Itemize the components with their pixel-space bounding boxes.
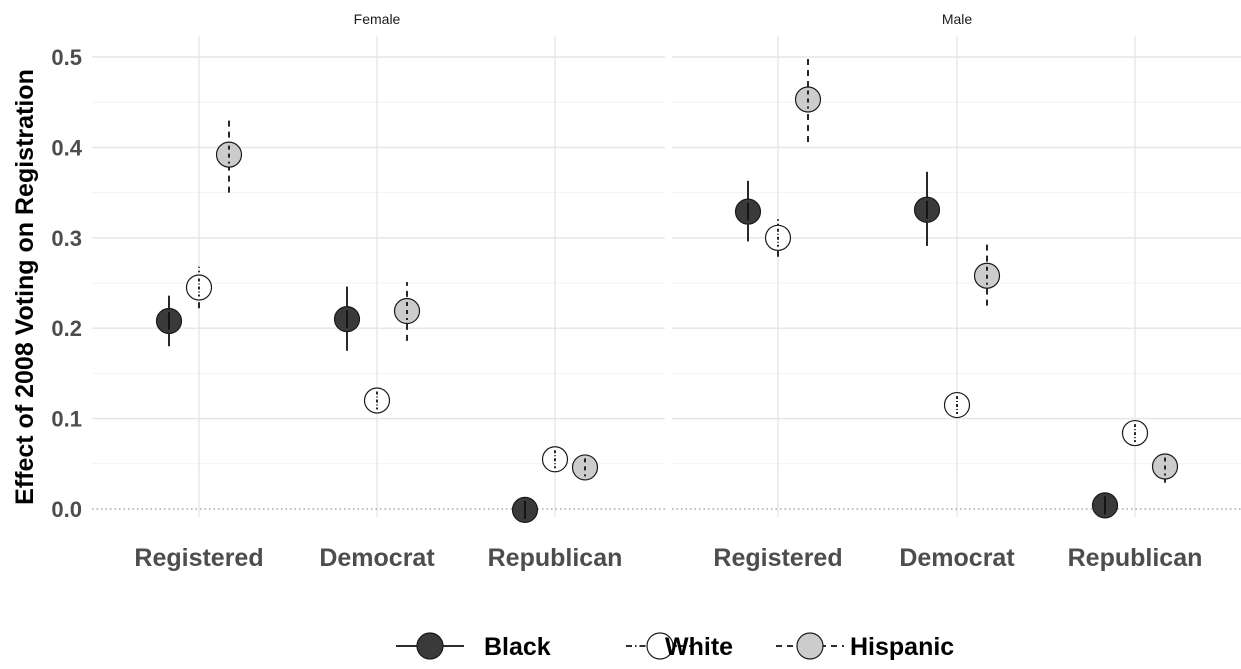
legend: Black White Hispanic: [396, 632, 954, 661]
grid-lines: [92, 36, 1241, 517]
y-axis-title: Effect of 2008 Voting on Registration: [11, 69, 39, 505]
y-tick-label: 0.4: [51, 135, 82, 160]
y-tick-labels: 0.0 0.1 0.2 0.3 0.4 0.5: [51, 45, 82, 522]
facet-strip-labels: Female Male: [354, 11, 973, 27]
legend-key-point: [796, 632, 824, 660]
x-tick-label: Registered: [713, 544, 842, 572]
x-tick-label: Registered: [134, 544, 263, 572]
y-tick-label: 0.0: [51, 497, 82, 522]
y-tick-label: 0.2: [51, 316, 82, 341]
legend-label: Hispanic: [850, 633, 954, 661]
x-tick-label: Democrat: [319, 544, 435, 572]
error-bars: [168, 56, 1166, 517]
y-tick-label: 0.3: [51, 226, 82, 251]
x-tick-label: Democrat: [899, 544, 1015, 572]
legend-key: [396, 632, 464, 660]
y-tick-label: 0.1: [51, 407, 82, 432]
x-tick-label: Republican: [1068, 544, 1203, 572]
legend-key: [776, 632, 844, 660]
x-tick-labels: Registered Democrat Republican Registered De…: [134, 544, 1202, 572]
facet-label: Male: [942, 11, 973, 27]
legend-key-point: [646, 632, 674, 660]
facet-label: Female: [354, 11, 401, 27]
data-points: [155, 86, 1179, 524]
legend-key-point: [416, 632, 444, 660]
legend-key: [626, 632, 694, 660]
y-tick-label: 0.5: [51, 45, 82, 70]
x-tick-label: Republican: [488, 544, 623, 572]
legend-label: White: [665, 633, 733, 661]
legend-label: Black: [484, 633, 551, 661]
